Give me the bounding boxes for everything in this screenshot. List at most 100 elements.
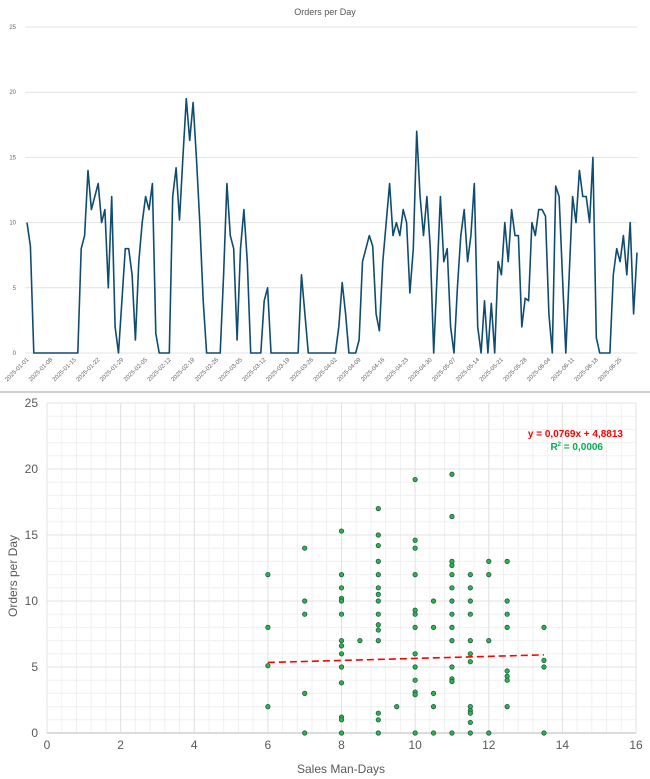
data-point (302, 730, 308, 736)
data-point (504, 611, 510, 617)
data-point (486, 638, 492, 644)
x-tick-label: 8 (338, 738, 345, 752)
data-point (430, 730, 437, 736)
data-point (486, 730, 492, 736)
data-point (449, 572, 455, 578)
data-point (338, 717, 345, 723)
data-point (449, 611, 455, 617)
data-point (357, 638, 363, 644)
x-tick-label: 2025-03-26 (289, 357, 315, 383)
x-tick-label: 2025-01-22 (76, 357, 102, 383)
x-tick-label: 2025-01-08 (28, 357, 54, 383)
x-tick-label: 10 (408, 738, 422, 752)
x-tick-label: 2025-03-05 (218, 357, 244, 383)
x-tick-label: 2025-04-16 (360, 357, 386, 383)
data-point (375, 627, 381, 633)
x-tick-label: 2025-06-04 (526, 357, 552, 383)
data-point (412, 651, 418, 657)
data-point (449, 513, 455, 520)
data-point (449, 638, 455, 644)
x-tick-label: 2025-05-21 (479, 357, 505, 383)
y-tick-label: 25 (25, 396, 39, 410)
x-tick-label: 6 (265, 738, 272, 752)
data-point (375, 730, 381, 736)
data-point (467, 611, 473, 617)
data-point (449, 562, 455, 568)
y-tick-label: 15 (9, 155, 16, 161)
data-point (504, 703, 510, 710)
x-tick-label: 2025-02-05 (123, 357, 149, 383)
data-point (375, 542, 381, 549)
data-point (467, 638, 473, 644)
data-point (338, 643, 345, 649)
y-tick-label: 10 (25, 594, 39, 608)
x-tick-label: 2025-04-23 (384, 357, 410, 383)
orders-vs-sales-scatter-chart: 0 2 4 6 8 10 12 14 16 0 5 10 15 20 25 Orders per Day S… (6, 396, 643, 776)
chart-title: Orders per Day (294, 7, 356, 17)
data-point (449, 678, 455, 685)
data-point (486, 558, 492, 564)
x-tick-label: 2025-05-07 (431, 357, 457, 383)
y-tick-label: 20 (9, 90, 16, 96)
y-tick-label: 10 (9, 221, 16, 227)
data-point (541, 624, 547, 630)
data-point (375, 638, 381, 644)
data-point (449, 598, 455, 604)
data-point (467, 710, 473, 716)
data-point (375, 598, 381, 604)
data-point (338, 572, 345, 578)
data-point (375, 585, 381, 591)
data-point (338, 528, 345, 534)
x-tick-label: 2025-05-28 (503, 357, 529, 383)
data-point (412, 476, 418, 483)
data-point (541, 730, 547, 736)
data-point (265, 572, 271, 578)
series-line (26, 97, 638, 354)
data-point (486, 572, 492, 578)
data-point (504, 668, 510, 674)
r-squared-label: R2 = 0,0006 (550, 442, 603, 453)
data-point (338, 611, 345, 617)
x-tick-label: 16 (629, 738, 643, 752)
data-point (467, 659, 473, 665)
data-point (265, 624, 271, 630)
data-point (449, 664, 455, 670)
chart-divider (0, 391, 650, 393)
data-point (338, 638, 345, 644)
x-tick-label: 2025-04-09 (337, 357, 363, 383)
data-point (467, 572, 473, 578)
data-point (430, 690, 437, 696)
data-point (412, 611, 418, 617)
data-point (449, 471, 455, 477)
data-point (338, 585, 345, 591)
x-tick-label: 2025-02-19 (171, 357, 197, 383)
data-point (541, 657, 547, 663)
data-point (394, 703, 400, 710)
data-point (412, 692, 418, 698)
data-point (449, 585, 455, 591)
data-point (302, 598, 308, 604)
x-tick-label: 2025-02-12 (147, 357, 173, 383)
data-point (467, 719, 473, 726)
x-tick-label: 2025-06-18 (574, 357, 600, 383)
data-point (412, 545, 418, 551)
y-tick-label: 5 (13, 286, 17, 292)
y-axis-title: Orders per Day (6, 535, 20, 617)
data-point (375, 532, 381, 538)
data-point (375, 622, 381, 628)
x-tick-label: 14 (556, 738, 570, 752)
y-tick-label: 0 (13, 351, 17, 357)
data-point (302, 611, 308, 617)
data-point (412, 730, 418, 736)
data-point (467, 585, 473, 591)
data-point (412, 537, 418, 543)
data-point (412, 664, 418, 670)
data-point (412, 624, 418, 630)
x-tick-label: 2025-03-12 (242, 357, 268, 383)
y-tick-label: 5 (31, 660, 38, 674)
data-point (430, 703, 437, 710)
data-point (375, 572, 381, 578)
x-tick-label: 12 (482, 738, 496, 752)
x-tick-label: 4 (191, 738, 198, 752)
